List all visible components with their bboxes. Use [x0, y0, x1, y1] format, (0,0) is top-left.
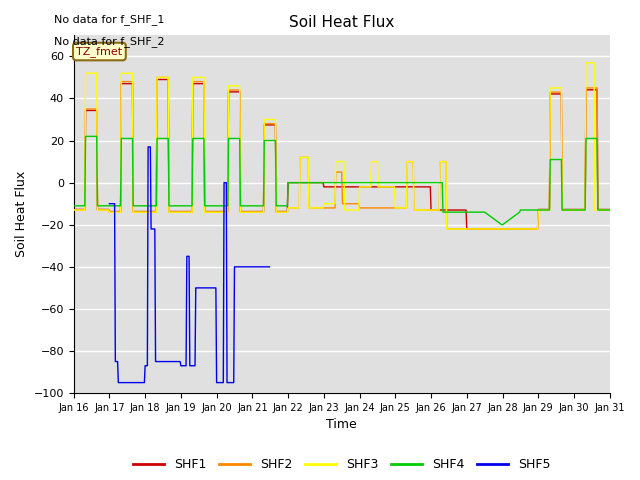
Title: Soil Heat Flux: Soil Heat Flux: [289, 15, 394, 30]
X-axis label: Time: Time: [326, 419, 357, 432]
Text: No data for f_SHF_1: No data for f_SHF_1: [54, 14, 164, 25]
Text: TZ_fmet: TZ_fmet: [76, 46, 122, 57]
Y-axis label: Soil Heat Flux: Soil Heat Flux: [15, 171, 28, 257]
Legend: SHF1, SHF2, SHF3, SHF4, SHF5: SHF1, SHF2, SHF3, SHF4, SHF5: [127, 453, 556, 476]
Text: No data for f_SHF_2: No data for f_SHF_2: [54, 36, 165, 47]
